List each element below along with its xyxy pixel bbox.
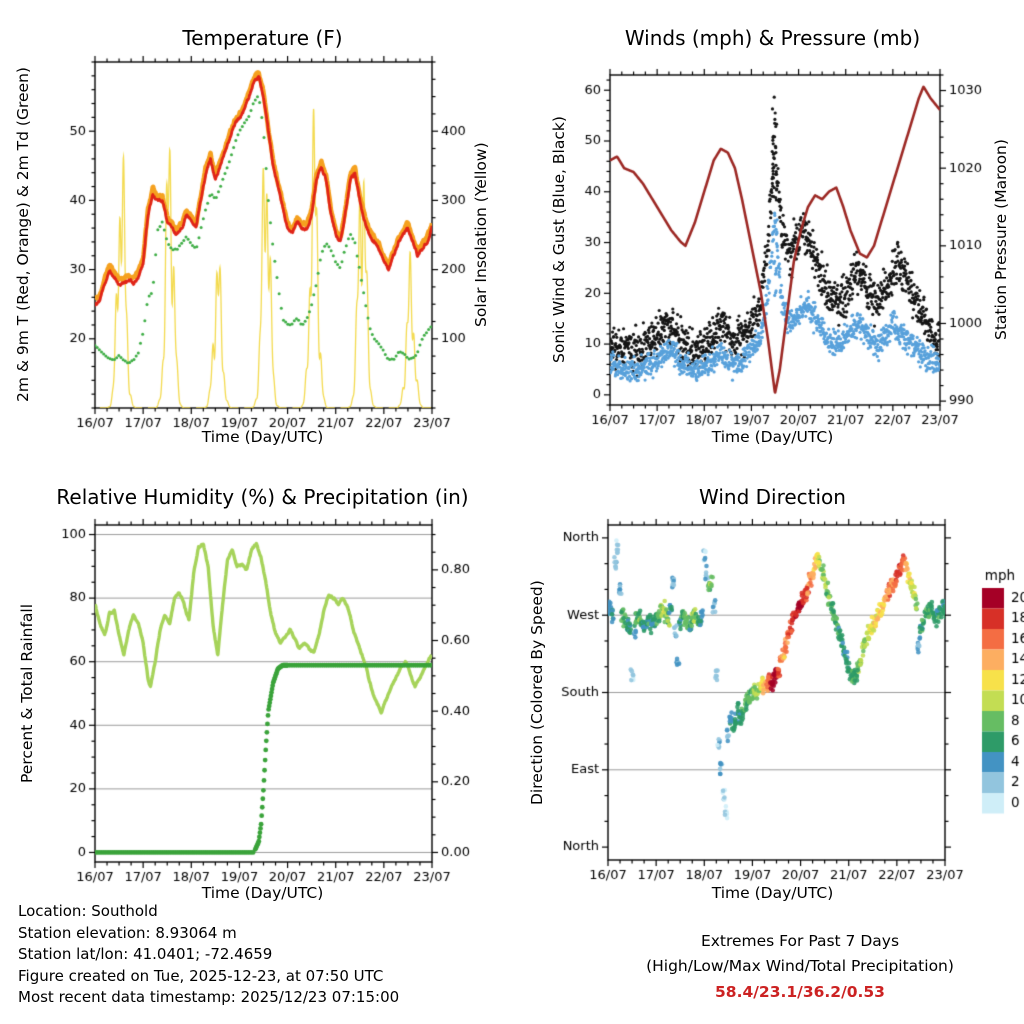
temperature-yaxis-label: 2m & 9m T (Red, Orange) & 2m Td (Green): [14, 67, 32, 403]
winds-xaxis-label: Time (Day/UTC): [711, 428, 834, 446]
temperature-xaxis-label: Time (Day/UTC): [201, 428, 324, 446]
wind-gust-yaxis-label: Sonic Wind & Gust (Blue, Black): [550, 116, 568, 364]
extremes-values: 58.4/23.1/36.2/0.53: [715, 983, 885, 1001]
station-info: Location: Southold Station elevation: 8.…: [18, 901, 399, 1009]
wind-direction-xaxis-label: Time (Day/UTC): [711, 884, 834, 902]
station-elevation: Station elevation: 8.93064 m: [18, 923, 237, 942]
station-pressure-yaxis-label: Station Pressure (Maroon): [992, 139, 1010, 341]
extremes-subtitle: (High/Low/Max Wind/Total Precipitation): [646, 957, 954, 975]
direction-yaxis-label: Direction (Colored By Speed): [528, 580, 546, 805]
humidity-precip-chart-canvas: [0, 470, 512, 920]
percent-rainfall-yaxis-label: Percent & Total Rainfall: [18, 604, 36, 784]
temperature-chart-title: Temperature (F): [182, 26, 343, 50]
temperature-chart-canvas: [0, 0, 512, 470]
solar-insolation-yaxis-label: Solar Insolation (Yellow): [472, 142, 490, 328]
extremes-summary: Extremes For Past 7 Days (High/Low/Max W…: [576, 929, 1024, 1005]
winds-pressure-chart-canvas: [512, 0, 1024, 470]
humidity-xaxis-label: Time (Day/UTC): [201, 884, 324, 902]
most-recent-data-timestamp: Most recent data timestamp: 2025/12/23 0…: [18, 988, 400, 1006]
station-latlon: Station lat/lon: 41.0401; -72.4659: [18, 945, 273, 963]
humidity-precip-chart-title: Relative Humidity (%) & Precipitation (i…: [56, 485, 469, 509]
winds-pressure-chart-title: Winds (mph) & Pressure (mb): [624, 26, 921, 50]
station-location: Location: Southold: [18, 902, 158, 920]
extremes-title: Extremes For Past 7 Days: [700, 932, 900, 950]
wind-direction-chart-title: Wind Direction: [699, 485, 846, 509]
wind-direction-chart-canvas: [512, 470, 1024, 920]
figure-created-timestamp: Figure created on Tue, 2025-12-23, at 07…: [18, 966, 384, 985]
